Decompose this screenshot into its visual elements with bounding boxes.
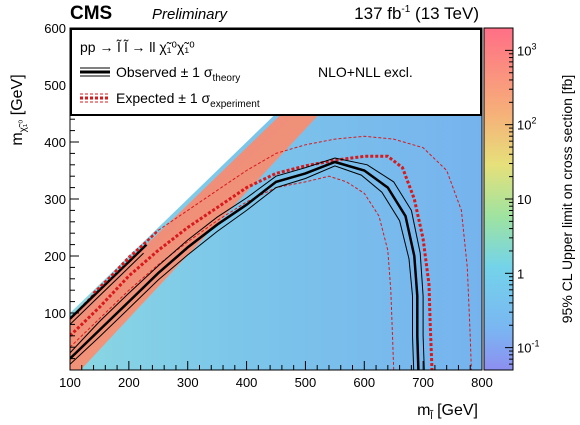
x-tick-label: 200	[118, 375, 140, 390]
colorbar-title-text: 95% CL Upper limit on cross section [fb]	[559, 75, 575, 323]
x-tick-label: 600	[353, 375, 375, 390]
legend: pp → l̃ l̃ → ll χ̃₁⁰χ̃₁⁰ Observed ± 1 σt…	[70, 28, 482, 116]
y-axis-title-sub: χ̃₁⁰	[18, 120, 29, 133]
x-axis: 100 200 300 400 500 600 700 800	[59, 361, 493, 390]
x-axis-title-unit: [GeV]	[433, 402, 478, 419]
colorbar-title: 95% CL Upper limit on cross section [fb]	[559, 75, 575, 323]
x-axis-title-sub: l̃	[429, 409, 434, 422]
y-axis-title: mχ̃₁⁰ [GeV]	[9, 74, 29, 145]
limit-curves	[70, 135, 472, 370]
svg-text:mχ̃₁⁰ [GeV]: mχ̃₁⁰ [GeV]	[9, 74, 29, 145]
lumi-energy: (13 TeV)	[410, 4, 479, 23]
y-tick-label: 600	[44, 21, 66, 36]
preliminary-label: Preliminary	[152, 6, 229, 23]
nlo-nll-label: NLO+NLL excl.	[318, 64, 413, 80]
upper-observed-curve	[70, 243, 148, 320]
observed-plus-curve	[70, 157, 425, 370]
luminosity-label: 137 fb-1 (13 TeV)	[354, 4, 479, 23]
expected-minus-curve	[70, 175, 395, 370]
y-tick-label: 400	[44, 135, 66, 150]
expected-curve	[70, 154, 434, 370]
colorbar-tick-label: 10	[517, 192, 531, 207]
colorbar-tick-label: 10-1	[517, 339, 539, 356]
expected-legend-label: Expected ± 1 σexperiment	[116, 90, 260, 110]
colorbar-tick-label: 103	[517, 41, 536, 58]
colorbar-tick-label: 102	[517, 116, 536, 133]
observed-minus-curve	[70, 165, 415, 370]
x-tick-label: 100	[59, 375, 81, 390]
expected-legend-sub: experiment	[210, 99, 260, 110]
colorbar-ticks: 10-1 1 10 102 103	[505, 27, 539, 371]
observed-legend-text: Observed ± 1 σ	[116, 64, 213, 80]
upper-expected-curve	[92, 229, 160, 294]
y-tick-label: 100	[44, 306, 66, 321]
x-tick-label: 700	[412, 375, 434, 390]
cms-label: CMS	[70, 3, 112, 24]
observed-curve	[70, 160, 420, 370]
y-tick-label: 500	[44, 78, 66, 93]
x-tick-label: 800	[471, 375, 493, 390]
y-axis-title-text: m	[9, 132, 26, 145]
expected-plus-curve	[70, 135, 472, 370]
y-tick-label: 200	[44, 249, 66, 264]
x-axis-title: ml̃ [GeV]	[417, 402, 478, 422]
legend-box	[70, 28, 482, 116]
y-axis-title-unit: [GeV]	[9, 74, 26, 119]
x-axis-title-text: m	[417, 402, 430, 419]
observed-legend-label: Observed ± 1 σtheory	[116, 64, 240, 84]
process-label: pp → l̃ l̃ → ll χ̃₁⁰χ̃₁⁰	[80, 38, 195, 55]
expected-legend-text: Expected ± 1 σ	[116, 90, 211, 106]
x-tick-label: 400	[236, 375, 258, 390]
observed-legend-sub: theory	[212, 73, 240, 84]
y-axis: 100 200 300 400 500 600	[44, 21, 79, 371]
colorbar-tick-label: 1	[517, 266, 524, 281]
x-tick-label: 300	[177, 375, 199, 390]
lumi-value: 137 fb	[354, 4, 401, 23]
y-tick-label: 300	[44, 192, 66, 207]
lumi-exponent: -1	[401, 4, 410, 15]
upper-observed-minus-curve	[70, 252, 144, 325]
x-tick-label: 500	[295, 375, 317, 390]
